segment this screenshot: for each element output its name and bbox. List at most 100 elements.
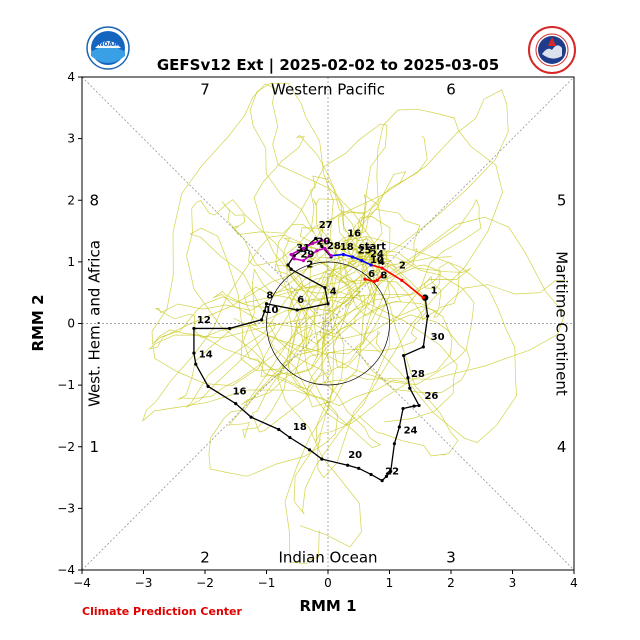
observed-point bbox=[259, 318, 264, 322]
region-label-left: West. Hem. and Africa bbox=[85, 240, 103, 407]
chart-title: GEFSv12 Ext | 2025-02-02 to 2025-03-05 bbox=[157, 56, 499, 75]
observed-day-label: 24 bbox=[404, 425, 418, 436]
forecast-day-label: 18 bbox=[340, 242, 354, 253]
forecast-point bbox=[292, 257, 296, 261]
observed-day-label: 20 bbox=[348, 450, 362, 461]
ensemble-member-line bbox=[301, 108, 503, 479]
forecast-day-label: 6 bbox=[368, 269, 375, 280]
observed-point bbox=[380, 479, 384, 483]
nws-logo bbox=[528, 26, 576, 74]
observed-point bbox=[249, 415, 253, 419]
observed-point bbox=[264, 302, 269, 306]
forecast-day-label: 20 bbox=[316, 236, 330, 247]
forecast-point bbox=[360, 259, 364, 263]
phase-number: 6 bbox=[446, 80, 456, 98]
observed-point bbox=[286, 263, 290, 267]
observed-point bbox=[228, 326, 232, 331]
forecast-point bbox=[372, 279, 376, 284]
observed-point bbox=[406, 376, 410, 380]
forecast-point bbox=[421, 296, 425, 300]
ensemble-member-line bbox=[241, 257, 453, 444]
observed-point bbox=[277, 427, 281, 432]
ensemble-member-line bbox=[142, 211, 409, 423]
phase-number: 7 bbox=[200, 80, 210, 98]
observed-point bbox=[369, 472, 373, 477]
x-tick-label: 3 bbox=[509, 576, 517, 590]
x-tick-label: −1 bbox=[258, 576, 276, 590]
observed-point bbox=[194, 362, 198, 366]
ensemble-member-line bbox=[277, 245, 402, 548]
forecast-segment-line bbox=[370, 264, 424, 299]
forecast-point bbox=[351, 255, 355, 259]
observed-day-label: 30 bbox=[431, 332, 445, 343]
observed-day-label: 6 bbox=[297, 295, 304, 306]
forecast-point bbox=[369, 263, 373, 267]
ensemble-member-line bbox=[221, 175, 358, 354]
region-label-bottom: Indian Ocean bbox=[278, 549, 377, 567]
observed-point bbox=[384, 474, 389, 478]
forecast-segment-line bbox=[364, 274, 383, 283]
phase-number: 3 bbox=[446, 549, 456, 567]
forecast-point bbox=[311, 241, 315, 245]
observed-day-label: 26 bbox=[424, 391, 438, 402]
observed-day-label: 8 bbox=[266, 290, 273, 301]
forecast-day-label: 2 bbox=[399, 261, 406, 272]
observed-point bbox=[412, 404, 416, 408]
forecast-start-label: start bbox=[359, 242, 386, 253]
forecast-point bbox=[400, 278, 404, 282]
forecast-day-label: 10 bbox=[370, 255, 384, 266]
ensemble-member-line bbox=[315, 216, 566, 385]
observed-point bbox=[320, 244, 324, 249]
forecast-point bbox=[341, 252, 345, 257]
observed-day-label: 22 bbox=[385, 467, 399, 478]
noaa-logo: NOAA bbox=[86, 26, 130, 70]
ensemble-member-line bbox=[242, 257, 458, 423]
forecast-point bbox=[380, 273, 384, 278]
cpc-credit: Climate Prediction Center bbox=[82, 605, 242, 618]
forecast-point bbox=[323, 246, 327, 250]
ensemble-member-line bbox=[252, 241, 567, 433]
forecast-point bbox=[307, 254, 312, 258]
x-tick-label: 1 bbox=[386, 576, 394, 590]
phase-number: 8 bbox=[90, 191, 100, 209]
observed-day-label: 28 bbox=[411, 369, 425, 380]
ensemble-member-line bbox=[189, 227, 371, 565]
y-tick-label: 2 bbox=[67, 193, 75, 207]
forecast-day-label: 8 bbox=[380, 270, 387, 281]
observed-point bbox=[401, 406, 405, 411]
ensemble-member-line bbox=[186, 199, 378, 426]
forecast-day-label: 24 bbox=[370, 249, 384, 260]
ensemble-member-line bbox=[208, 224, 382, 477]
ensemble-member-line bbox=[293, 135, 428, 396]
forecast-day-label: 28 bbox=[327, 241, 341, 252]
x-tick-label: 0 bbox=[324, 576, 332, 590]
x-tick-label: 2 bbox=[447, 576, 455, 590]
ensemble-member-line bbox=[243, 255, 452, 377]
phase-number: 2 bbox=[200, 549, 210, 567]
observed-point bbox=[421, 345, 425, 349]
observed-point bbox=[314, 236, 318, 241]
observed-day-label: 16 bbox=[233, 386, 247, 397]
forecast-point bbox=[329, 254, 333, 258]
ensemble-member-line bbox=[177, 237, 358, 400]
observed-point bbox=[263, 309, 267, 313]
forecast-point bbox=[289, 252, 293, 257]
ensemble-member-line bbox=[148, 251, 467, 385]
y-tick-label: 0 bbox=[67, 317, 75, 331]
forecast-day-label: 29 bbox=[300, 249, 314, 260]
y-tick-label: 1 bbox=[67, 255, 75, 269]
ensemble-member-line bbox=[356, 216, 459, 457]
observed-point bbox=[426, 314, 430, 318]
forecast-day-label: 31 bbox=[296, 243, 310, 254]
observed-point bbox=[295, 308, 299, 312]
forecast-point bbox=[301, 259, 305, 263]
observed-day-label: 18 bbox=[293, 422, 307, 433]
forecast-point bbox=[363, 277, 367, 281]
forecast-day-label: 25 bbox=[358, 246, 372, 257]
unit-circle bbox=[266, 261, 390, 386]
forecast-point bbox=[326, 239, 330, 244]
